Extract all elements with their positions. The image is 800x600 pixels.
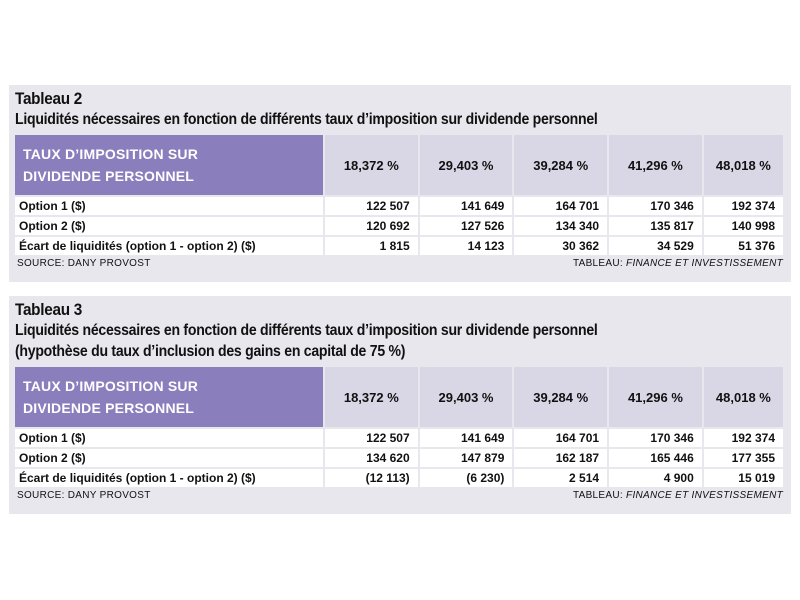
table-number: Tableau 2 bbox=[15, 89, 83, 108]
column-header: 39,284 % bbox=[514, 135, 608, 195]
header-label-line: DIVIDENDE PERSONNEL bbox=[23, 168, 195, 184]
table-cell: 164 701 bbox=[514, 429, 608, 447]
table-cell: 170 346 bbox=[609, 429, 702, 447]
table-cell: 30 362 bbox=[514, 237, 608, 255]
table-cell: 165 446 bbox=[609, 449, 702, 467]
table-cell: (12 113) bbox=[324, 469, 418, 487]
table-cell: 2 514 bbox=[514, 469, 608, 487]
credit-note: TABLEAU: FINANCE ET INVESTISSEMENT bbox=[573, 490, 783, 501]
table-cell: 4 900 bbox=[609, 469, 702, 487]
column-header: 18,372 % bbox=[324, 367, 418, 427]
header-label-line: DIVIDENDE PERSONNEL bbox=[23, 400, 195, 416]
table-row: Option 2 ($) 134 620 147 879 162 187 165… bbox=[15, 449, 783, 467]
table-cell: 140 998 bbox=[703, 217, 783, 235]
table-row: Écart de liquidités (option 1 - option 2… bbox=[15, 237, 783, 255]
table-cell: 162 187 bbox=[514, 449, 608, 467]
column-header: 48,018 % bbox=[703, 135, 783, 195]
table-row: Écart de liquidités (option 1 - option 2… bbox=[15, 469, 783, 487]
table-cell: 14 123 bbox=[419, 237, 513, 255]
row-label: Option 2 ($) bbox=[15, 217, 323, 235]
data-table: TAUX D’IMPOSITION SUR DIVIDENDE PERSONNE… bbox=[13, 133, 785, 257]
row-header-label: TAUX D’IMPOSITION SUR DIVIDENDE PERSONNE… bbox=[15, 135, 323, 195]
table-title-line: Liquidités nécessaires en fonction de di… bbox=[15, 322, 598, 339]
table-cell: 192 374 bbox=[703, 197, 783, 215]
table-footer: SOURCE: DANY PROVOST TABLEAU: FINANCE ET… bbox=[15, 490, 785, 501]
table-cell: 177 355 bbox=[703, 449, 783, 467]
table-cell: 1 815 bbox=[324, 237, 418, 255]
table-cell: 51 376 bbox=[703, 237, 783, 255]
header-row: TAUX D’IMPOSITION SUR DIVIDENDE PERSONNE… bbox=[15, 367, 783, 427]
table-cell: 127 526 bbox=[419, 217, 513, 235]
credit-publication: FINANCE ET INVESTISSEMENT bbox=[626, 258, 783, 269]
row-label: Écart de liquidités (option 1 - option 2… bbox=[15, 237, 323, 255]
column-header: 41,296 % bbox=[609, 135, 702, 195]
table-cell: 164 701 bbox=[514, 197, 608, 215]
column-header: 29,403 % bbox=[419, 135, 513, 195]
row-header-label: TAUX D’IMPOSITION SUR DIVIDENDE PERSONNE… bbox=[15, 367, 323, 427]
table-row: Option 1 ($) 122 507 141 649 164 701 170… bbox=[15, 429, 783, 447]
table-cell: 170 346 bbox=[609, 197, 702, 215]
row-label: Option 1 ($) bbox=[15, 429, 323, 447]
header-label-line: TAUX D’IMPOSITION SUR bbox=[23, 146, 199, 162]
column-header: 39,284 % bbox=[514, 367, 608, 427]
table-title-line: (hypothèse du taux d’inclusion des gains… bbox=[15, 343, 406, 360]
column-header: 29,403 % bbox=[419, 367, 513, 427]
table-cell: 122 507 bbox=[324, 429, 418, 447]
row-label: Option 1 ($) bbox=[15, 197, 323, 215]
column-header: 48,018 % bbox=[703, 367, 783, 427]
data-table: TAUX D’IMPOSITION SUR DIVIDENDE PERSONNE… bbox=[13, 365, 785, 489]
table-cell: (6 230) bbox=[419, 469, 513, 487]
table-cell: 141 649 bbox=[419, 429, 513, 447]
credit-prefix: TABLEAU: bbox=[572, 258, 627, 269]
table-3-panel: Tableau 3 Liquidités nécessaires en fonc… bbox=[9, 296, 791, 514]
table-number: Tableau 3 bbox=[15, 300, 83, 319]
credit-note: TABLEAU: FINANCE ET INVESTISSEMENT bbox=[573, 258, 783, 269]
credit-prefix: TABLEAU: bbox=[572, 490, 627, 501]
header-label-line: TAUX D’IMPOSITION SUR bbox=[23, 378, 199, 394]
table-cell: 147 879 bbox=[419, 449, 513, 467]
header-row: TAUX D’IMPOSITION SUR DIVIDENDE PERSONNE… bbox=[15, 135, 783, 195]
table-cell: 15 019 bbox=[703, 469, 783, 487]
table-cell: 120 692 bbox=[324, 217, 418, 235]
table-cell: 34 529 bbox=[609, 237, 702, 255]
table-cell: 135 817 bbox=[609, 217, 702, 235]
row-label: Écart de liquidités (option 1 - option 2… bbox=[15, 469, 323, 487]
table-cell: 134 340 bbox=[514, 217, 608, 235]
table-cell: 192 374 bbox=[703, 429, 783, 447]
table-footer: SOURCE: DANY PROVOST TABLEAU: FINANCE ET… bbox=[15, 258, 785, 269]
table-cell: 122 507 bbox=[324, 197, 418, 215]
row-label: Option 2 ($) bbox=[15, 449, 323, 467]
column-header: 18,372 % bbox=[324, 135, 418, 195]
table-title-line: Liquidités nécessaires en fonction de di… bbox=[15, 111, 598, 128]
source-note: SOURCE: DANY PROVOST bbox=[17, 258, 151, 269]
credit-publication: FINANCE ET INVESTISSEMENT bbox=[626, 490, 783, 501]
source-note: SOURCE: DANY PROVOST bbox=[17, 490, 151, 501]
table-cell: 141 649 bbox=[419, 197, 513, 215]
table-2-panel: Tableau 2 Liquidités nécessaires en fonc… bbox=[9, 85, 791, 282]
table-cell: 134 620 bbox=[324, 449, 418, 467]
table-row: Option 1 ($) 122 507 141 649 164 701 170… bbox=[15, 197, 783, 215]
table-row: Option 2 ($) 120 692 127 526 134 340 135… bbox=[15, 217, 783, 235]
column-header: 41,296 % bbox=[609, 367, 702, 427]
